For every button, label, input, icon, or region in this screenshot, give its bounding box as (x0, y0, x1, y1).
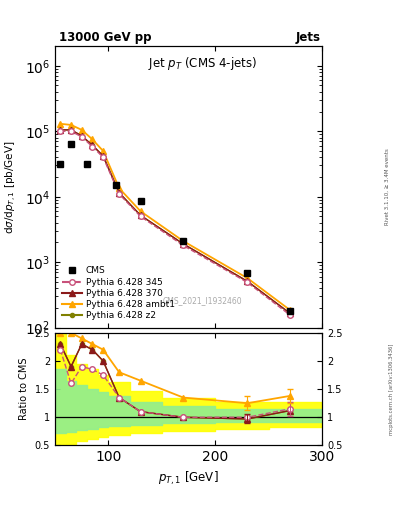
Pythia 6.428 345 (69, 128, 73, 134)
Pythia 6.428 ambt1 (101, 148, 105, 154)
Line: CMS: CMS (57, 140, 294, 314)
Pythia 6.428 370 (69, 127, 73, 133)
CMS (138, 198, 143, 204)
Text: Rivet 3.1.10, ≥ 3.4M events: Rivet 3.1.10, ≥ 3.4M events (385, 148, 389, 225)
CMS (85, 161, 90, 167)
Pythia 6.428 ambt1 (138, 208, 143, 215)
Y-axis label: d$\sigma$/d$p_{T,1}$ [pb/GeV]: d$\sigma$/d$p_{T,1}$ [pb/GeV] (4, 140, 19, 233)
CMS (245, 270, 250, 276)
CMS (58, 161, 63, 167)
Pythia 6.428 ambt1 (181, 238, 185, 244)
Pythia 6.428 ambt1 (288, 307, 292, 313)
Pythia 6.428 ambt1 (90, 136, 95, 142)
Pythia 6.428 z2 (79, 133, 84, 139)
Pythia 6.428 ambt1 (117, 185, 121, 191)
CMS (181, 238, 185, 244)
CMS (114, 182, 118, 188)
Pythia 6.428 345 (101, 154, 105, 160)
Line: Pythia 6.428 345: Pythia 6.428 345 (58, 129, 293, 318)
CMS (69, 140, 73, 146)
Pythia 6.428 z2 (90, 142, 95, 148)
Pythia 6.428 370 (138, 212, 143, 219)
Pythia 6.428 z2 (101, 153, 105, 159)
Pythia 6.428 z2 (181, 241, 185, 247)
Text: 13000 GeV pp: 13000 GeV pp (59, 31, 151, 44)
Line: Pythia 6.428 z2: Pythia 6.428 z2 (58, 128, 292, 315)
Pythia 6.428 345 (79, 134, 84, 140)
Line: Pythia 6.428 370: Pythia 6.428 370 (58, 127, 293, 316)
Pythia 6.428 345 (245, 280, 250, 286)
Pythia 6.428 345 (138, 214, 143, 220)
Pythia 6.428 ambt1 (245, 275, 250, 281)
Pythia 6.428 370 (58, 127, 63, 133)
Y-axis label: Ratio to CMS: Ratio to CMS (19, 358, 29, 420)
Pythia 6.428 345 (288, 312, 292, 318)
CMS (288, 308, 292, 314)
Pythia 6.428 z2 (288, 310, 292, 316)
Text: Jets: Jets (295, 31, 320, 44)
Pythia 6.428 z2 (138, 212, 143, 219)
Pythia 6.428 345 (58, 128, 63, 134)
X-axis label: $p_{T,1}$ [GeV]: $p_{T,1}$ [GeV] (158, 470, 219, 487)
Pythia 6.428 370 (79, 133, 84, 139)
Legend: CMS, Pythia 6.428 345, Pythia 6.428 370, Pythia 6.428 ambt1, Pythia 6.428 z2: CMS, Pythia 6.428 345, Pythia 6.428 370,… (59, 264, 177, 323)
Text: CMS_2021_I1932460: CMS_2021_I1932460 (162, 296, 242, 305)
Pythia 6.428 370 (245, 279, 250, 285)
Pythia 6.428 z2 (69, 127, 73, 133)
Pythia 6.428 z2 (245, 279, 250, 285)
Pythia 6.428 370 (90, 142, 95, 148)
Text: Jet $p_T$ (CMS 4-jets): Jet $p_T$ (CMS 4-jets) (147, 55, 257, 72)
Pythia 6.428 z2 (117, 189, 121, 196)
Pythia 6.428 z2 (58, 127, 63, 133)
Pythia 6.428 ambt1 (79, 127, 84, 133)
Pythia 6.428 ambt1 (69, 122, 73, 128)
Line: Pythia 6.428 ambt1: Pythia 6.428 ambt1 (58, 121, 293, 313)
Pythia 6.428 370 (288, 310, 292, 316)
Pythia 6.428 345 (117, 191, 121, 197)
Pythia 6.428 ambt1 (58, 121, 63, 127)
Pythia 6.428 370 (181, 241, 185, 247)
Pythia 6.428 370 (117, 189, 121, 196)
Text: mcplots.cern.ch [arXiv:1306.3436]: mcplots.cern.ch [arXiv:1306.3436] (389, 344, 393, 435)
Pythia 6.428 345 (181, 242, 185, 248)
Pythia 6.428 370 (101, 153, 105, 159)
Pythia 6.428 345 (90, 144, 95, 150)
